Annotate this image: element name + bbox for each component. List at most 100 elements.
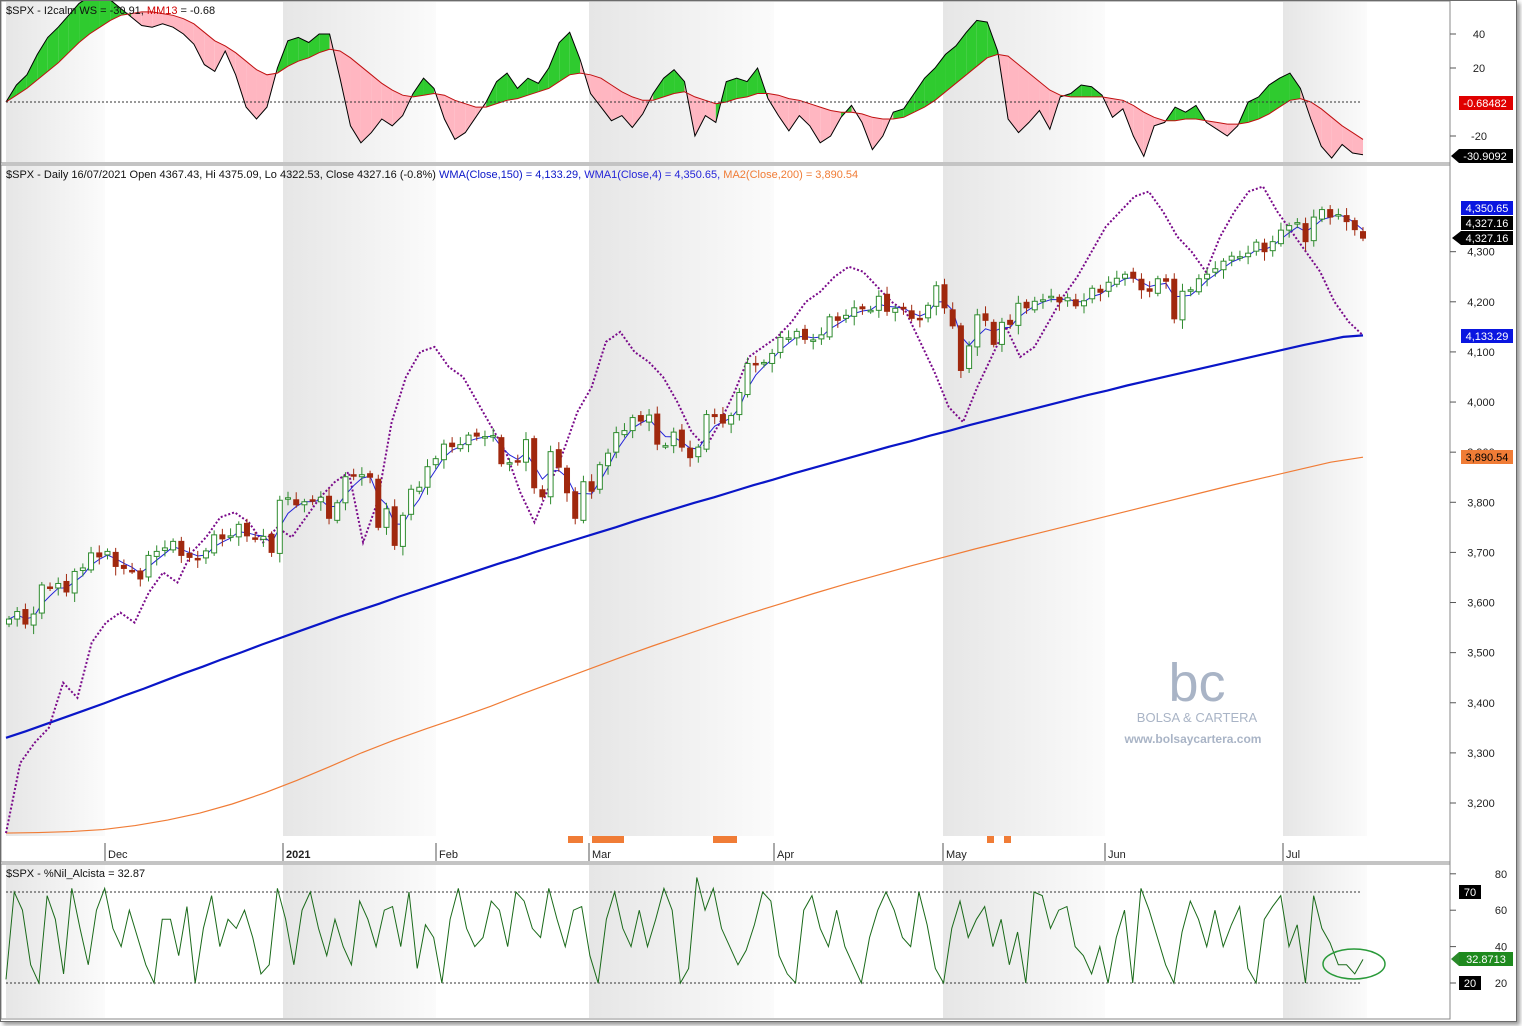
month-shade	[589, 865, 774, 1018]
candle-body	[1327, 209, 1334, 218]
candle-body	[498, 437, 505, 465]
close-badge-2-text: 4,327.16	[1466, 233, 1509, 245]
candle-body	[941, 284, 948, 309]
month-shade	[6, 166, 105, 836]
candle-body	[867, 309, 874, 313]
candle-body	[514, 460, 521, 463]
axis-tick-label: -20	[1471, 131, 1487, 143]
month-label: Dec	[108, 849, 128, 861]
candle-body	[1130, 271, 1137, 279]
candle-body	[1245, 252, 1252, 258]
candle-body	[1253, 241, 1260, 252]
candle-body	[990, 321, 997, 345]
wma150-badge	[1461, 329, 1513, 343]
candle-body	[695, 446, 702, 458]
area-segment	[183, 18, 194, 45]
area-segment	[1248, 96, 1259, 123]
level-70-badge-text: 70	[1464, 887, 1476, 899]
candle-body	[38, 584, 45, 614]
candle-body	[555, 449, 562, 468]
candle-body	[605, 452, 612, 467]
area-segment	[162, 13, 174, 28]
candle-body	[391, 506, 398, 546]
axis-tick-label: 4,200	[1467, 297, 1495, 309]
candle-body	[859, 306, 866, 310]
candle-body	[120, 564, 127, 569]
candle-body	[1261, 242, 1268, 253]
area-segment	[914, 78, 925, 113]
bottom-panel-title: $SPX - %Nil_Alcista = 32.87	[6, 868, 145, 880]
close-badge-pointer	[1452, 231, 1461, 245]
candle-body	[383, 508, 390, 528]
candle-body	[1146, 288, 1153, 292]
candle-body	[637, 415, 644, 422]
area-segment	[298, 37, 309, 62]
candlesticks	[6, 205, 1366, 635]
wma150-line	[5, 334, 1364, 739]
candle-body	[596, 464, 603, 490]
axis-tick-label: 3,200	[1467, 798, 1495, 810]
watermark-logo: bc	[1168, 653, 1225, 713]
top-panel-title: $SPX - I2calm WS = -30.91, MM13 = -0.68	[6, 5, 215, 17]
area-segment	[1028, 73, 1040, 123]
area-segment	[110, 1, 121, 21]
candle-body	[769, 352, 776, 364]
area-segment	[193, 23, 205, 65]
candle-body	[678, 429, 685, 448]
candle-body	[227, 535, 234, 538]
area-segment	[99, 1, 111, 28]
level-70-badge	[1459, 885, 1481, 899]
area-segment	[141, 11, 153, 28]
candle-body	[916, 317, 923, 321]
axis-tick-label: 20	[1495, 978, 1507, 990]
candle-body	[457, 444, 464, 450]
area-segment	[674, 69, 685, 94]
area-segment	[799, 100, 810, 126]
candle-body	[1031, 300, 1038, 311]
candle-body	[342, 476, 349, 504]
candle-body	[1072, 299, 1079, 307]
month-shade	[1283, 166, 1367, 836]
bottom-axis: 80 60 40 20	[1450, 869, 1507, 990]
axis-tick-label: 3,500	[1467, 648, 1495, 660]
candle-body	[744, 362, 751, 396]
signal-marker	[713, 836, 737, 843]
candle-body	[1310, 216, 1317, 242]
area-segment	[809, 103, 821, 143]
candle-body	[531, 438, 538, 489]
candle-body	[966, 345, 973, 369]
candle-body	[1318, 209, 1325, 220]
price-badges: 4,350.65 4,327.16 4,327.16 4,133.29 3,89…	[1452, 201, 1513, 464]
axis-tick-label: 20	[1473, 63, 1485, 75]
candle-body	[490, 435, 497, 438]
area-segment	[26, 54, 38, 89]
area-segment	[1310, 102, 1322, 147]
candle-body	[1220, 260, 1227, 271]
watermark: bc BOLSA & CARTERA www.bolsaycartera.com	[1124, 653, 1262, 746]
axis-tick-label: 4,100	[1467, 347, 1495, 359]
nil-alcista-line	[5, 877, 1364, 985]
candle-body	[268, 533, 275, 553]
area-segment	[559, 32, 570, 82]
area-segment	[788, 98, 800, 131]
area-segment	[1154, 117, 1165, 126]
area-segment	[350, 57, 361, 143]
area-segment	[1122, 100, 1134, 136]
candle-body	[334, 502, 341, 521]
month-labels: Dec 2021 Feb Mar Apr May Jun Jul	[104, 843, 1300, 861]
candle-body	[432, 458, 439, 466]
candle-body	[662, 445, 669, 448]
i2calm-badge-text: -30.9092	[1463, 151, 1506, 163]
nil-badge-pointer	[1451, 952, 1459, 966]
area-segment	[1216, 122, 1228, 136]
candle-body	[153, 550, 160, 557]
candle-body	[161, 547, 168, 551]
candle-body	[834, 316, 841, 321]
candle-body	[785, 337, 792, 340]
area-segment	[1143, 112, 1155, 157]
candle-body	[875, 295, 882, 311]
area-segment	[569, 32, 581, 75]
candle-body	[293, 499, 300, 506]
candle-body	[47, 586, 54, 589]
